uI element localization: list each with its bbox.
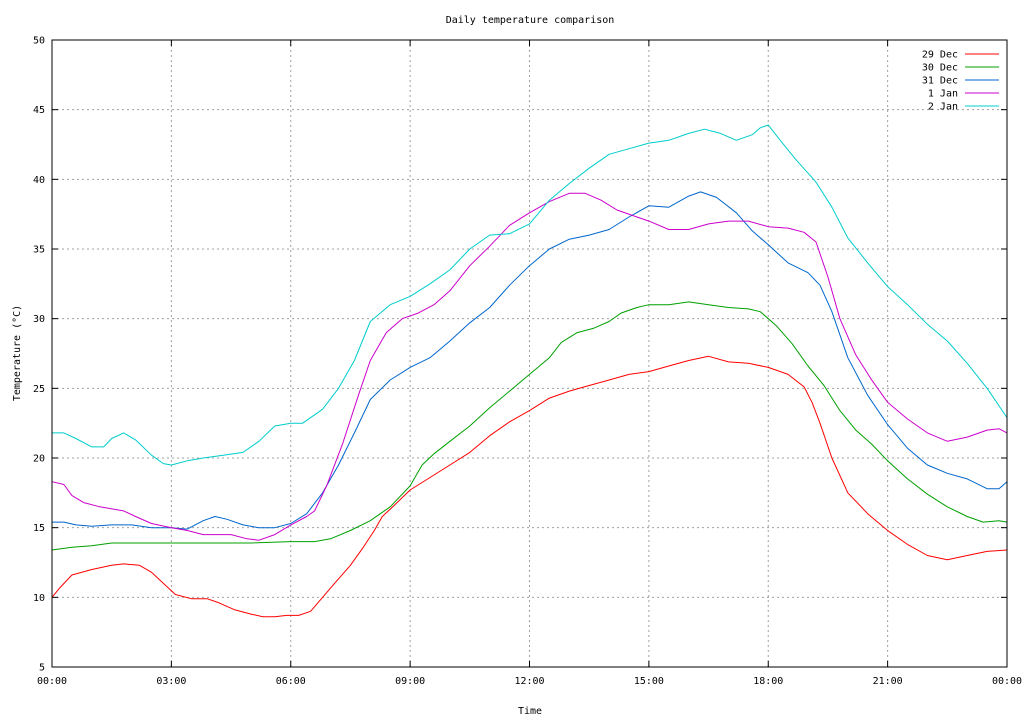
chart-title: Daily temperature comparison (446, 15, 615, 26)
y-tick-label: 30 (33, 314, 45, 325)
y-tick-label: 15 (33, 523, 45, 534)
series-line-4 (52, 124, 1008, 466)
x-tick-label: 06:00 (276, 676, 306, 687)
y-tick-label: 25 (33, 384, 45, 395)
grid-lines (52, 40, 1007, 667)
y-tick-label: 50 (33, 36, 45, 47)
series-lines (51, 124, 1008, 618)
legend-label: 31 Dec (922, 76, 958, 87)
y-tick-label: 40 (33, 175, 45, 186)
x-tick-label: 12:00 (514, 676, 544, 687)
x-tick-label: 18:00 (753, 676, 783, 687)
series-line-2 (52, 191, 1008, 530)
x-axis-ticks: 00:00 03:00 06:00 09:00 12:00 15:00 18:00 21:00… (37, 40, 1022, 687)
legend-label: 2 Jan (928, 102, 958, 113)
x-axis-label: Time (518, 706, 542, 717)
legend-label: 1 Jan (928, 89, 958, 100)
y-tick-label: 5 (39, 663, 45, 674)
x-tick-label: 03:00 (156, 676, 186, 687)
legend-label: 29 Dec (922, 50, 958, 61)
y-axis-label: Temperature (°C) (12, 305, 23, 401)
y-tick-label: 20 (33, 454, 45, 465)
series-line-0 (51, 355, 1008, 618)
series-line-3 (51, 192, 1008, 541)
y-tick-label: 35 (33, 245, 45, 256)
y-tick-label: 10 (33, 593, 45, 604)
y-tick-label: 45 (33, 105, 45, 116)
x-tick-label: 21:00 (873, 676, 903, 687)
legend-label: 30 Dec (922, 63, 958, 74)
x-tick-label: 15:00 (634, 676, 664, 687)
legend: 29 Dec 30 Dec 31 Dec 1 Jan 2 Jan (922, 50, 999, 113)
series-line-1 (51, 301, 1008, 551)
y-axis-ticks: 5 10 15 20 25 30 35 40 45 50 (33, 36, 1007, 674)
x-tick-label: 09:00 (395, 676, 425, 687)
x-tick-label: 00:00 (37, 676, 67, 687)
x-tick-label: 00:00 (992, 676, 1022, 687)
plot-border (51, 39, 1008, 668)
